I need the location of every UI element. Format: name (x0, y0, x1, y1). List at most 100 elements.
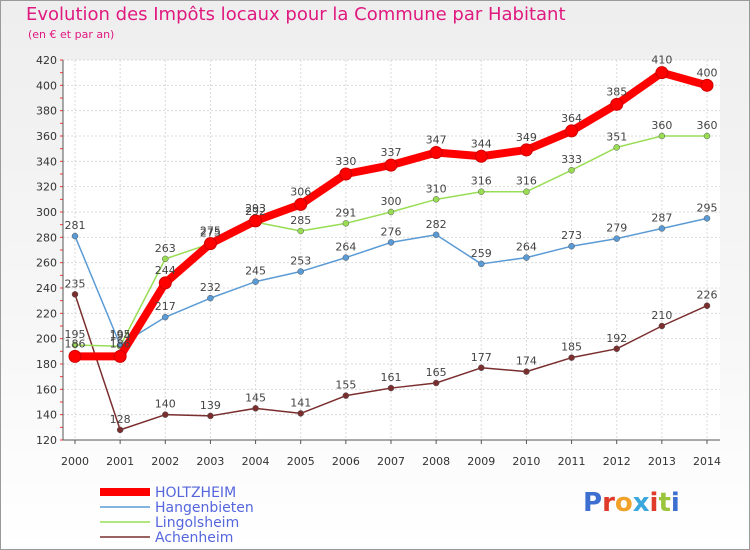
data-label: 244 (155, 264, 176, 277)
data-point (478, 188, 485, 195)
data-point (387, 384, 395, 392)
data-point (519, 143, 533, 157)
series (68, 66, 714, 434)
data-label: 364 (561, 112, 582, 125)
legend-label-lingolsheim: Lingolsheim (155, 515, 239, 531)
data-label: 235 (65, 277, 86, 290)
data-label: 253 (290, 255, 311, 268)
data-point (613, 235, 620, 242)
data-label: 276 (381, 225, 402, 238)
data-label: 349 (516, 131, 537, 144)
data-point (297, 227, 304, 235)
data-label: 128 (110, 413, 131, 426)
x-tick-label: 2004 (242, 455, 270, 468)
data-label: 285 (290, 214, 311, 227)
data-label: 275 (200, 225, 221, 238)
data-label: 306 (290, 185, 311, 198)
data-point (162, 255, 169, 263)
data-label: 333 (561, 153, 582, 166)
data-label: 264 (335, 241, 356, 254)
x-tick-label: 2012 (603, 455, 631, 468)
y-tick-label: 400 (36, 79, 57, 92)
x-tick-label: 2001 (106, 455, 134, 468)
y-tick-label: 320 (36, 181, 57, 194)
data-label: 295 (697, 201, 718, 214)
data-label: 192 (606, 332, 627, 345)
data-label: 141 (290, 396, 311, 409)
data-label: 300 (381, 195, 402, 208)
data-point (297, 268, 304, 275)
logo-letter: r (602, 488, 615, 518)
data-point (478, 364, 485, 372)
data-label: 194 (110, 329, 131, 342)
data-point (387, 239, 395, 246)
data-label: 400 (697, 66, 718, 79)
data-point (568, 242, 575, 250)
legend-label-hangenbieten: Hangenbieten (155, 500, 254, 516)
data-label: 282 (426, 218, 447, 231)
axes: 120 140 160 180 200 220 240 260 280 300 320 340 360 3… (36, 54, 721, 468)
data-point (703, 302, 711, 309)
logo-letter: i (649, 488, 659, 518)
data-point (387, 208, 395, 216)
data-label: 385 (606, 85, 627, 98)
data-label: 195 (65, 328, 86, 341)
x-tick-label: 2007 (377, 455, 405, 468)
data-point (207, 412, 214, 420)
data-label: 330 (335, 155, 356, 168)
logo-letter: i (670, 488, 680, 518)
data-label: 316 (516, 175, 537, 188)
data-point (116, 426, 124, 434)
data-point (294, 197, 308, 211)
data-point (523, 368, 530, 375)
x-tick-label: 2011 (558, 455, 586, 468)
data-point (342, 220, 350, 227)
data-point (71, 291, 79, 298)
x-tick-label: 2000 (61, 455, 89, 468)
x-tick-label: 2008 (422, 455, 450, 468)
y-tick-label: 220 (36, 307, 57, 320)
data-label: 360 (651, 119, 672, 132)
data-label: 337 (381, 146, 402, 159)
logo-letter: x (632, 488, 650, 518)
x-tick-label: 2009 (467, 455, 495, 468)
legend-label-holtzheim: HOLTZHEIM (155, 485, 236, 501)
data-label: 310 (426, 182, 447, 195)
data-point (700, 78, 714, 92)
data-point (655, 66, 669, 80)
x-tick-label: 2013 (648, 455, 676, 468)
data-point (342, 392, 350, 399)
data-point (71, 232, 79, 240)
data-point (113, 349, 127, 363)
data-label: 155 (335, 379, 356, 392)
data-point (568, 166, 575, 174)
data-point (339, 167, 353, 181)
data-label: 177 (471, 351, 492, 364)
data-point (432, 231, 440, 239)
x-tick-label: 2005 (287, 455, 315, 468)
data-label: 292 (245, 205, 266, 218)
y-tick-label: 260 (36, 257, 57, 270)
data-label: 351 (606, 130, 627, 143)
data-label: 195 (110, 328, 131, 341)
data-point (249, 214, 263, 228)
data-point (658, 322, 666, 330)
chart-subtitle: (en € et par an) (28, 28, 115, 41)
data-label: 347 (426, 133, 447, 146)
data-label: 245 (245, 265, 266, 278)
chart-title: Evolution des Impôts locaux pour la Comm… (26, 4, 566, 25)
x-tick-label: 2010 (512, 455, 540, 468)
y-tick-label: 200 (36, 333, 57, 346)
data-point (203, 237, 217, 251)
legend-label-achenheim: Achenheim (155, 530, 233, 546)
data-label: 360 (697, 119, 718, 132)
data-point (568, 354, 575, 361)
data-point (297, 410, 304, 417)
data-label: 232 (200, 281, 221, 294)
data-label: 226 (697, 289, 718, 302)
data-label: 217 (155, 300, 176, 313)
data-point (162, 411, 169, 418)
y-tick-label: 140 (36, 409, 57, 422)
x-tick-label: 2003 (196, 455, 224, 468)
